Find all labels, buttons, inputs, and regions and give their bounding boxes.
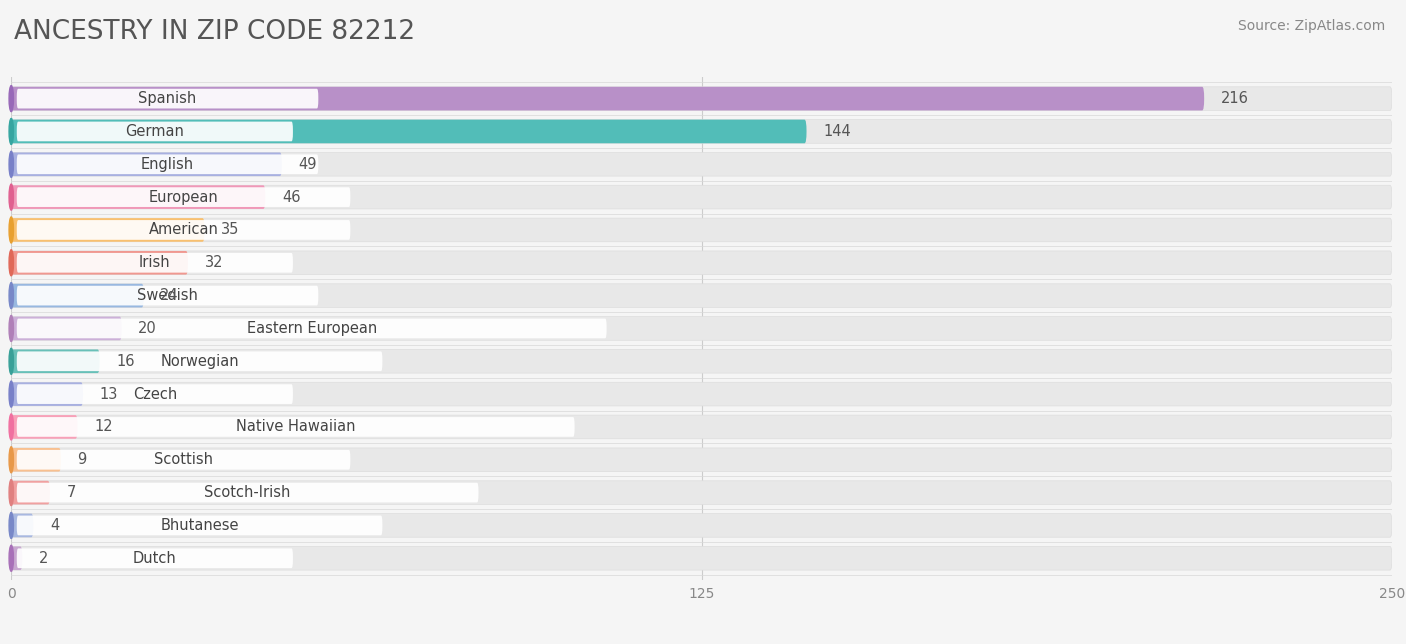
Text: Spanish: Spanish	[138, 91, 197, 106]
Circle shape	[8, 348, 14, 374]
FancyBboxPatch shape	[17, 450, 350, 469]
FancyBboxPatch shape	[11, 185, 1392, 209]
Text: 12: 12	[94, 419, 112, 435]
Text: 7: 7	[66, 485, 76, 500]
FancyBboxPatch shape	[11, 153, 1392, 176]
FancyBboxPatch shape	[17, 352, 382, 371]
FancyBboxPatch shape	[11, 317, 122, 340]
Circle shape	[8, 283, 14, 308]
Text: Swedish: Swedish	[138, 288, 198, 303]
Circle shape	[8, 414, 14, 440]
Text: Czech: Czech	[132, 386, 177, 402]
FancyBboxPatch shape	[17, 89, 318, 108]
FancyBboxPatch shape	[11, 284, 143, 307]
FancyBboxPatch shape	[17, 516, 382, 535]
Text: 9: 9	[77, 452, 87, 468]
FancyBboxPatch shape	[11, 317, 1392, 340]
FancyBboxPatch shape	[11, 481, 1392, 504]
Text: Scotch-Irish: Scotch-Irish	[204, 485, 291, 500]
FancyBboxPatch shape	[11, 514, 34, 537]
FancyBboxPatch shape	[11, 383, 83, 406]
Text: 32: 32	[204, 255, 224, 270]
FancyBboxPatch shape	[17, 549, 292, 568]
FancyBboxPatch shape	[11, 87, 1204, 110]
Text: Dutch: Dutch	[134, 551, 177, 566]
Text: ANCESTRY IN ZIP CODE 82212: ANCESTRY IN ZIP CODE 82212	[14, 19, 415, 45]
FancyBboxPatch shape	[17, 122, 292, 141]
Text: Bhutanese: Bhutanese	[160, 518, 239, 533]
Text: Irish: Irish	[139, 255, 170, 270]
FancyBboxPatch shape	[11, 448, 60, 471]
Text: Norwegian: Norwegian	[160, 354, 239, 369]
FancyBboxPatch shape	[17, 417, 575, 437]
FancyBboxPatch shape	[11, 415, 77, 439]
Circle shape	[8, 513, 14, 538]
Text: 4: 4	[49, 518, 59, 533]
Circle shape	[8, 184, 14, 210]
Text: English: English	[141, 156, 194, 172]
FancyBboxPatch shape	[11, 153, 281, 176]
FancyBboxPatch shape	[11, 120, 807, 143]
FancyBboxPatch shape	[11, 350, 100, 373]
FancyBboxPatch shape	[11, 481, 49, 504]
Circle shape	[8, 447, 14, 473]
FancyBboxPatch shape	[11, 185, 266, 209]
Circle shape	[8, 86, 14, 111]
Text: 35: 35	[221, 222, 239, 238]
Text: 24: 24	[160, 288, 179, 303]
FancyBboxPatch shape	[11, 87, 1392, 110]
Text: 20: 20	[138, 321, 157, 336]
Circle shape	[8, 545, 14, 571]
Text: 2: 2	[39, 551, 48, 566]
Text: 16: 16	[117, 354, 135, 369]
Circle shape	[8, 480, 14, 506]
FancyBboxPatch shape	[17, 384, 292, 404]
FancyBboxPatch shape	[11, 350, 1392, 373]
Text: Native Hawaiian: Native Hawaiian	[236, 419, 356, 435]
FancyBboxPatch shape	[11, 120, 1392, 143]
Text: American: American	[149, 222, 218, 238]
FancyBboxPatch shape	[17, 220, 350, 240]
Circle shape	[8, 316, 14, 341]
Text: Eastern European: Eastern European	[246, 321, 377, 336]
FancyBboxPatch shape	[11, 415, 1392, 439]
FancyBboxPatch shape	[11, 218, 204, 242]
Circle shape	[8, 217, 14, 243]
FancyBboxPatch shape	[11, 514, 1392, 537]
Text: 13: 13	[100, 386, 118, 402]
FancyBboxPatch shape	[11, 251, 1392, 274]
Text: 46: 46	[281, 189, 301, 205]
Circle shape	[8, 151, 14, 177]
Text: German: German	[125, 124, 184, 139]
FancyBboxPatch shape	[11, 383, 1392, 406]
Text: Scottish: Scottish	[155, 452, 214, 468]
FancyBboxPatch shape	[17, 286, 318, 305]
Text: European: European	[149, 189, 218, 205]
Text: 49: 49	[298, 156, 316, 172]
FancyBboxPatch shape	[11, 218, 1392, 242]
Circle shape	[8, 118, 14, 144]
FancyBboxPatch shape	[11, 251, 188, 274]
FancyBboxPatch shape	[11, 284, 1392, 307]
FancyBboxPatch shape	[11, 547, 22, 570]
Text: 144: 144	[823, 124, 851, 139]
Circle shape	[8, 250, 14, 276]
FancyBboxPatch shape	[17, 483, 478, 502]
FancyBboxPatch shape	[17, 319, 606, 338]
Text: 216: 216	[1220, 91, 1249, 106]
FancyBboxPatch shape	[11, 448, 1392, 471]
Circle shape	[8, 381, 14, 407]
Text: Source: ZipAtlas.com: Source: ZipAtlas.com	[1237, 19, 1385, 33]
FancyBboxPatch shape	[11, 547, 1392, 570]
FancyBboxPatch shape	[17, 187, 350, 207]
FancyBboxPatch shape	[17, 155, 318, 174]
FancyBboxPatch shape	[17, 253, 292, 272]
